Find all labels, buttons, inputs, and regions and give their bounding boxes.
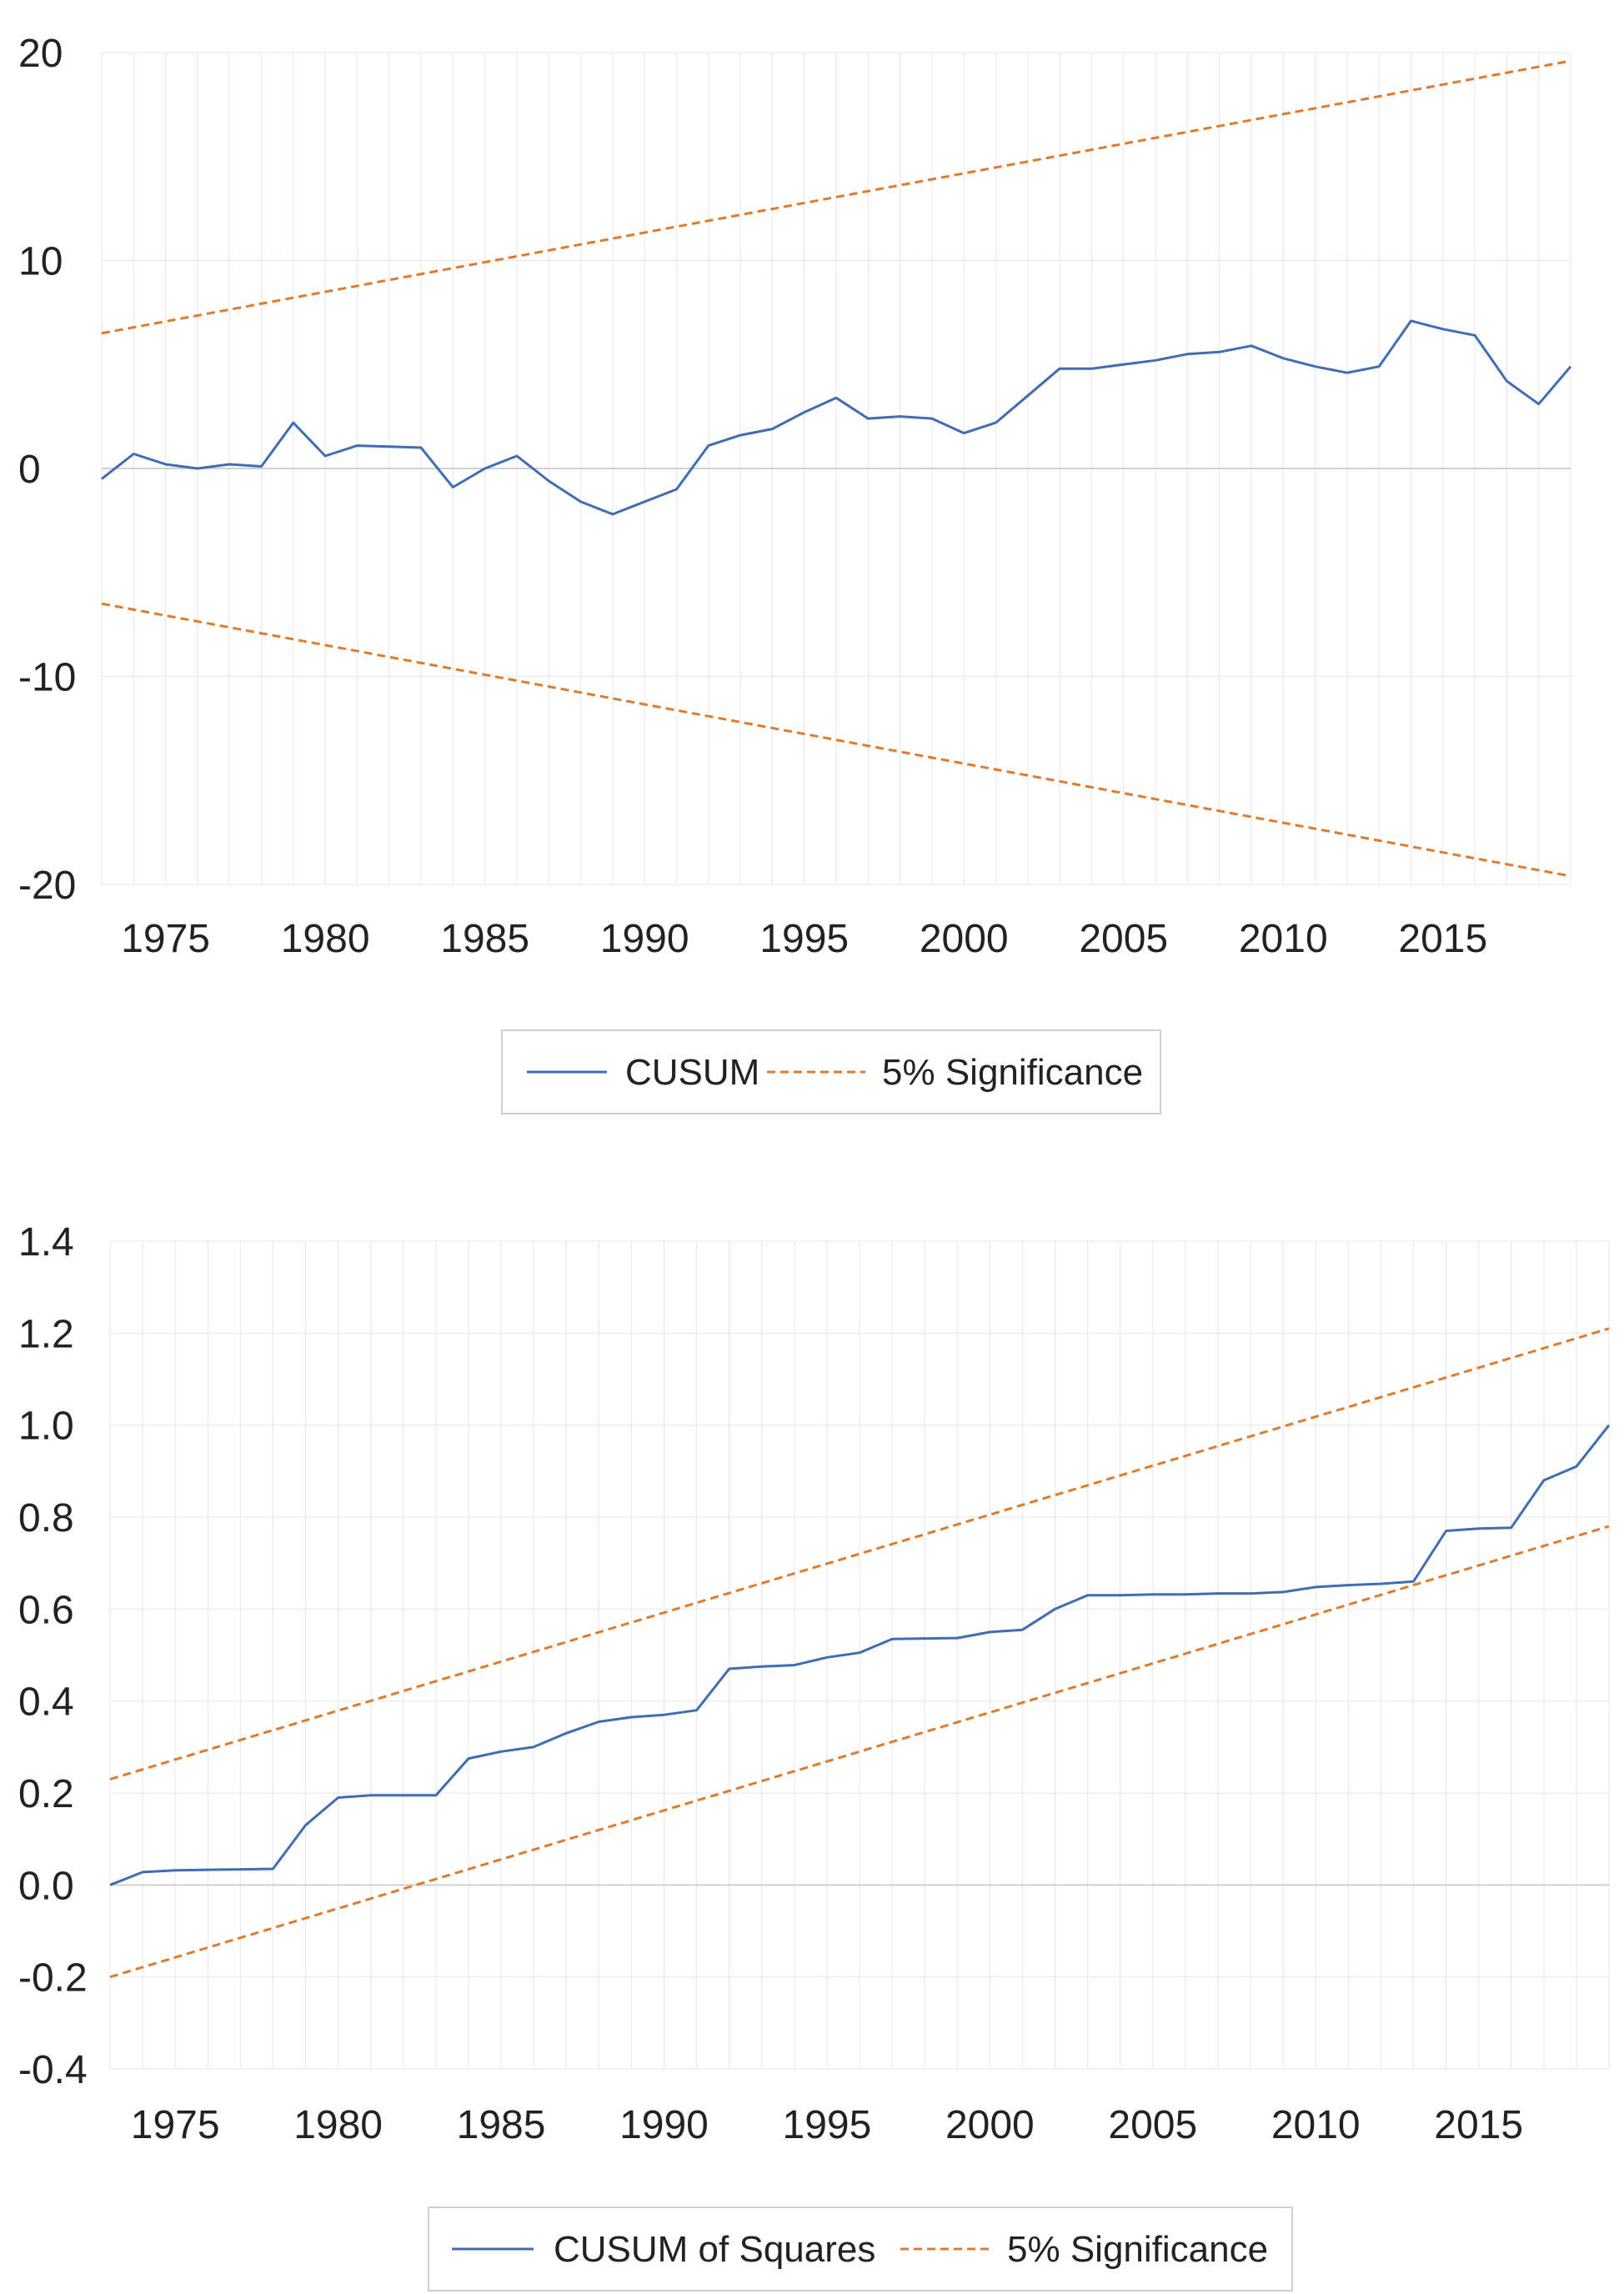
y-tick-label: 1.0 [18,1405,74,1449]
x-tick-label: 2005 [1108,2103,1197,2147]
x-tick-label: 1975 [131,2103,220,2147]
y-tick-label: -0.4 [18,2048,88,2092]
legend-label-cusum-squares: CUSUM of Squares [554,2229,875,2270]
x-tick-label: 1995 [759,917,849,961]
cusum-x-axis: 1975 1980 1985 1990 1995 2000 2005 2010 2015 [121,917,1487,961]
cusum-squares-y-axis: 1.4 1.2 1.0 0.8 0.6 0.4 0.2 0.0 -0.2 -0.4 [18,1220,88,2092]
cusum-line [101,319,1572,516]
cusum-series [101,319,1572,516]
legend-label-significance: 5% Significance [1007,2229,1268,2270]
x-tick-label: 2005 [1079,917,1168,961]
x-tick-label: 2000 [945,2103,1035,2147]
cusum-squares-significance-bounds [109,1327,1610,1979]
cusum-squares-series [109,1424,1611,1886]
y-tick-label: 0 [18,448,41,492]
x-tick-label: 2010 [1271,2103,1361,2147]
legend-box [501,1029,1161,1114]
y-tick-label: 0.4 [18,1680,74,1725]
x-tick-label: 1980 [281,917,370,961]
y-tick-label: -0.2 [18,1956,88,2001]
x-tick-label: 2000 [920,917,1009,961]
y-tick-label: 0.0 [18,1864,74,1908]
cusum-y-axis: 20 10 0 -10 -20 [18,32,76,908]
cusum-squares-line [109,1424,1611,1886]
x-tick-label: 2015 [1398,917,1487,961]
cusum-squares-legend: CUSUM of Squares 5% Significance [428,2206,1293,2291]
x-tick-label: 1975 [121,917,210,961]
y-tick-label: 1.4 [18,1220,74,1265]
cusum-upper-bound-line [101,59,1571,335]
cusum-squares-upper-bound-line [109,1327,1610,1781]
y-tick-label: 1.2 [18,1312,74,1356]
y-tick-label: 10 [18,240,63,284]
legend-label-significance: 5% Significance [882,1052,1143,1093]
x-tick-label: 1980 [293,2103,383,2147]
legend-label-cusum: CUSUM [625,1052,759,1093]
x-tick-label: 1985 [440,917,529,961]
x-tick-label: 1995 [783,2103,872,2147]
y-tick-label: 0.8 [18,1496,74,1540]
x-tick-label: 2010 [1239,917,1328,961]
cusum-legend: CUSUM 5% Significance [501,1029,1161,1114]
x-tick-label: 1985 [457,2103,546,2147]
cusum-grid [101,52,1571,885]
cusum-significance-bounds [101,59,1571,878]
y-tick-label: -10 [18,656,76,700]
y-tick-label: 0.2 [18,1772,74,1816]
x-tick-label: 1990 [600,917,689,961]
cusum-squares-x-axis: 1975 1980 1985 1990 1995 2000 2005 2010 2015 [131,2103,1523,2147]
legend-box [428,2206,1293,2291]
cusum-squares-grid [109,1240,1610,2070]
y-tick-label: 0.6 [18,1588,74,1632]
x-tick-label: 2015 [1434,2103,1523,2147]
cusum-squares-lower-bound-line [109,1525,1610,1979]
y-tick-label: -20 [18,864,76,908]
cusum-squares-chart: 1.4 1.2 1.0 0.8 0.6 0.4 0.2 0.0 -0.2 -0.4 1975 198… [18,1220,1611,2291]
x-tick-label: 1990 [619,2103,709,2147]
y-tick-label: 20 [18,32,63,76]
cusum-lower-bound-line [101,602,1571,878]
